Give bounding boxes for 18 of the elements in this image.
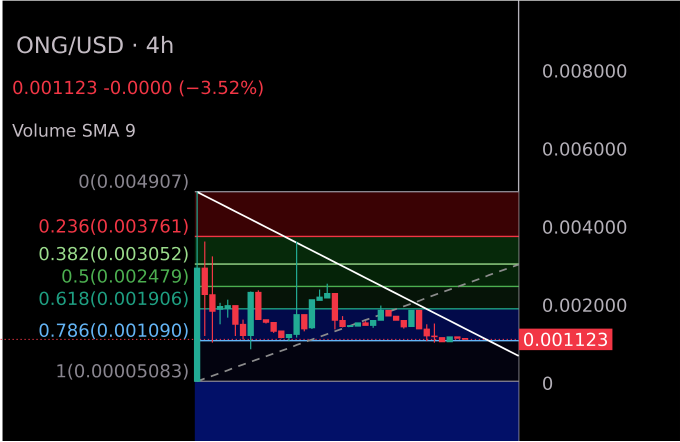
ref-line-label: 0.236(0.003761): [40, 219, 188, 235]
ref-line-label: 0.382(0.003052): [40, 246, 188, 263]
y-tick-label: 0: [543, 376, 552, 390]
ref-line-label: 0.786(0.001090): [40, 323, 188, 340]
ref-line-label: 0.618(0.001906): [40, 291, 188, 308]
y-tick-label: 0.006000: [543, 142, 626, 156]
y-tick-label: 0.004000: [543, 220, 626, 234]
ref-line-label: 1(0.00005083): [57, 364, 188, 380]
ref-line-label: 0.5(0.002479): [62, 269, 188, 286]
candlestick: [408, 310, 415, 328]
ref-line-label: 0(0.004907): [79, 174, 188, 190]
text: 0.001123 -0.0000 (−3.52%): [13, 80, 263, 96]
text: ONG/USD · 4h: [17, 36, 172, 56]
y-tick-label: 0.008000: [543, 64, 626, 78]
y-tick-label: 0.002000: [543, 298, 626, 312]
text: Volume SMA 9: [12, 124, 135, 138]
candlestick: [301, 314, 308, 332]
ref-line-label: 0.001123: [524, 332, 607, 346]
